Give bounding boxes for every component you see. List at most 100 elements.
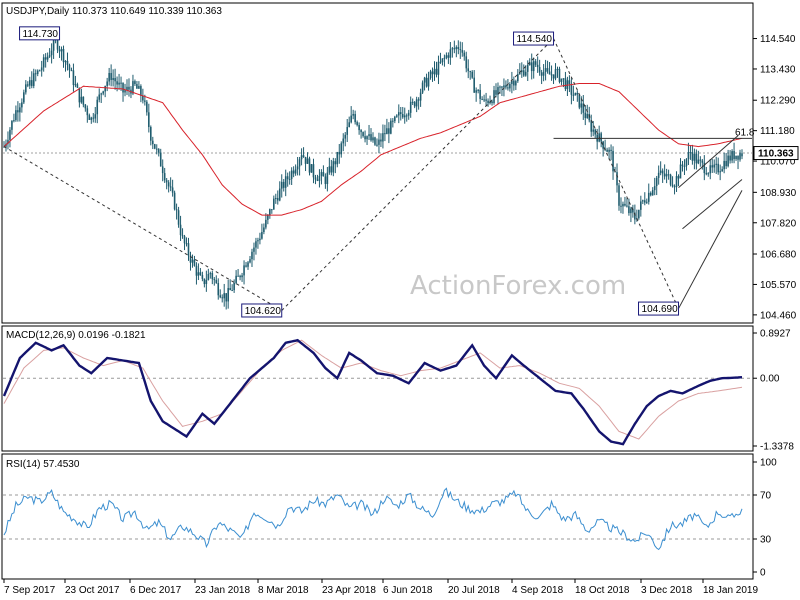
candle-body (314, 177, 317, 180)
candle-body (457, 47, 460, 50)
candle-body (719, 171, 721, 173)
candle-body (183, 236, 186, 244)
rsi-y-tick-label: 100 (760, 458, 777, 469)
candle-body (485, 99, 487, 101)
candle-body (651, 190, 654, 196)
candle-body (733, 151, 735, 160)
candle-body (280, 181, 283, 189)
x-tick-label: 6 Jun 2018 (383, 585, 433, 596)
candle-body (665, 174, 668, 177)
candle-body (505, 85, 507, 88)
candle-body (330, 166, 333, 173)
candle-body (138, 86, 140, 89)
candle-body (739, 153, 741, 160)
candle-body (572, 94, 575, 96)
candle-body (25, 84, 27, 93)
y-tick-label: 106.680 (760, 250, 797, 261)
candle-body (44, 57, 47, 60)
candle-body (72, 70, 75, 86)
candle-body (630, 208, 632, 214)
candle-body (497, 87, 499, 95)
candle-body (328, 166, 331, 173)
candle-body (124, 90, 126, 93)
macd-panel (1, 325, 754, 452)
candle-body (463, 52, 466, 57)
candle-body (586, 113, 589, 118)
candle-body (320, 172, 323, 176)
candle-body (608, 149, 610, 152)
candle-body (554, 69, 557, 79)
candle-body (80, 96, 83, 103)
candle-body (481, 98, 483, 100)
candle-body (461, 50, 464, 53)
candle-body (48, 55, 51, 57)
candle-body (649, 192, 652, 196)
candle-body (679, 164, 682, 179)
candle-body (465, 56, 468, 69)
candle-body (685, 159, 688, 167)
candle-body (542, 71, 545, 76)
candle-body (610, 149, 612, 151)
candle-body (423, 77, 426, 83)
candle-body (407, 112, 410, 116)
candle-body (735, 155, 737, 160)
candle-body (705, 173, 708, 175)
rsi-line (3, 487, 743, 551)
x-tick-label: 18 Oct 2018 (575, 585, 630, 596)
candle-body (255, 241, 257, 248)
candle-body (606, 149, 608, 152)
candle-body (300, 155, 303, 160)
candle-body (522, 70, 525, 76)
candle-body (511, 80, 513, 84)
candle-body (76, 84, 79, 88)
candle-body (215, 280, 218, 284)
candle-body (540, 72, 543, 76)
candle-body (427, 77, 430, 87)
price-layer: 114.730 114.540 104.620 104.690 61.8 (3, 26, 755, 318)
candle-body (42, 57, 45, 68)
candle-body (132, 81, 134, 94)
candle-body (197, 272, 200, 276)
candle-body (348, 122, 350, 128)
candle-body (90, 117, 93, 120)
candle-body (560, 78, 563, 82)
candle-body (411, 101, 414, 103)
y-tick-label: 110.070 (760, 157, 796, 168)
candle-body (401, 114, 404, 118)
candle-body (616, 172, 618, 186)
candle-body (239, 275, 241, 278)
candle-body (221, 297, 224, 299)
candle-body (396, 115, 398, 117)
candle-body (217, 283, 220, 296)
candle-body (578, 94, 581, 108)
candle-body (390, 120, 392, 134)
candle-body (370, 134, 372, 141)
candle-body (421, 82, 424, 93)
candle-body (36, 70, 39, 75)
candle-body (628, 206, 630, 214)
candle-body (677, 176, 680, 179)
candle-body (17, 110, 19, 113)
candle-body (66, 60, 69, 65)
macd-y-tick-label: -1.3378 (760, 442, 794, 453)
y-tick-label: 108.930 (760, 188, 797, 199)
candle-body (78, 87, 81, 103)
candle-body (374, 137, 376, 145)
candle-body (376, 144, 378, 146)
candle-body (667, 174, 670, 176)
candle-body (364, 136, 366, 140)
candle-body (86, 108, 89, 116)
last-price-label: 110.363 (758, 149, 794, 160)
x-tick-label: 23 Jan 2018 (195, 585, 250, 596)
candle-body (564, 78, 567, 90)
candle-body (122, 82, 124, 93)
candle-body (193, 259, 196, 266)
candle-body (576, 92, 579, 95)
candle-body (634, 212, 636, 220)
candle-body (118, 82, 120, 85)
candle-body (126, 86, 128, 91)
candle-body (493, 90, 495, 104)
candle-body (580, 103, 583, 108)
candle-body (134, 81, 136, 85)
candle-body (671, 184, 674, 187)
